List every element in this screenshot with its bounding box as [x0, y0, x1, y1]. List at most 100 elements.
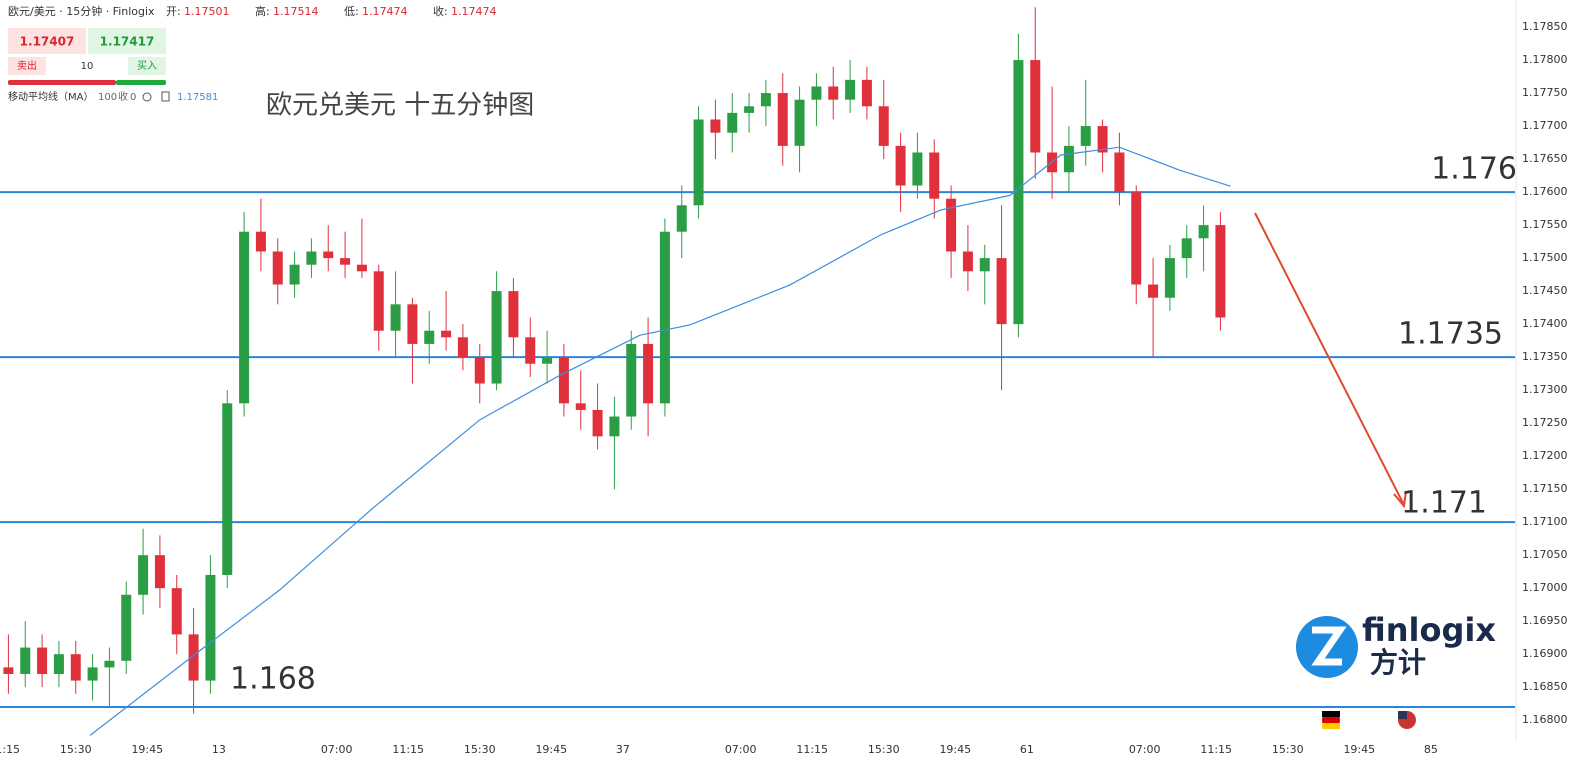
x-tick-label: 11:15	[0, 743, 20, 756]
settings-icon[interactable]	[142, 92, 152, 102]
candle-body	[643, 343, 654, 404]
candle-body	[878, 106, 889, 146]
candle-body	[171, 588, 182, 635]
x-tick-label: 19:45	[1343, 743, 1375, 756]
plot	[0, 7, 1515, 736]
flag-us-canton	[1398, 711, 1407, 719]
candle-body	[356, 264, 367, 272]
candle-body	[1063, 145, 1074, 173]
y-tick-label: 1.17500	[1522, 251, 1568, 264]
x-tick-label: 15:30	[1272, 743, 1304, 756]
y-tick-label: 1.17450	[1522, 284, 1568, 297]
ma-value: 1.17581	[177, 92, 218, 103]
sell-box[interactable]	[8, 28, 86, 54]
candle-body	[676, 205, 687, 232]
delete-icon[interactable]	[161, 91, 170, 102]
x-tick-label: 37	[616, 743, 630, 756]
candle-body	[1114, 152, 1125, 193]
candle-body	[255, 231, 266, 252]
ohlc-label: 高:	[255, 4, 270, 18]
arrow	[1254, 212, 1404, 504]
candle-body	[979, 258, 990, 272]
ohlc-value: 1.17474	[362, 5, 408, 18]
arrow-head	[1393, 490, 1407, 509]
candle-body	[525, 337, 536, 364]
buy-button[interactable]	[128, 57, 166, 75]
quantity[interactable]: 10	[81, 61, 94, 72]
candle-body	[37, 647, 48, 674]
candle-body	[424, 330, 435, 344]
x-tick-label: 11:15	[796, 743, 828, 756]
x-tick-label: 07:00	[1129, 743, 1161, 756]
candle-body	[474, 357, 485, 384]
candle-body	[828, 86, 839, 100]
candle-body	[1181, 238, 1192, 259]
sell-bar	[8, 80, 116, 85]
candle-body	[861, 79, 872, 107]
ohlc-value: 1.17474	[451, 5, 497, 18]
candle-body	[289, 264, 300, 285]
buy-price: 1.17417	[100, 35, 155, 49]
candle-body	[20, 647, 31, 674]
candle-body	[845, 79, 856, 100]
x-tick-label: 11:15	[392, 743, 424, 756]
candle-body	[188, 634, 199, 681]
buy-bar	[116, 80, 166, 85]
level-label: 1.168	[230, 661, 316, 696]
candle-body	[1148, 284, 1159, 298]
candle-body	[609, 416, 620, 437]
x-tick-label: 11:15	[1200, 743, 1232, 756]
flag-de-stripe	[1322, 723, 1340, 729]
candle-body	[1164, 258, 1175, 298]
candle-body	[693, 119, 704, 206]
candle-body	[373, 271, 384, 331]
candle-body	[929, 152, 940, 199]
sell-price: 1.17407	[20, 35, 75, 49]
y-tick-label: 1.17800	[1522, 53, 1568, 66]
y-tick-label: 1.17750	[1522, 86, 1568, 99]
x-tick-label: 85	[1424, 743, 1438, 756]
candle-body	[912, 152, 923, 186]
candle-body	[1097, 126, 1108, 153]
candle-body	[121, 594, 132, 661]
candle-body	[592, 409, 603, 437]
candle-body	[390, 304, 401, 331]
candle-body	[626, 343, 637, 417]
symbol: 欧元/美元 · 15分钟 · Finlogix	[8, 4, 155, 18]
candle-body	[441, 330, 452, 338]
ma-name: 移动平均线（MA）	[8, 90, 93, 103]
ohlc-label: 开:	[166, 5, 181, 18]
candle-body	[457, 337, 468, 358]
candle-body	[558, 357, 569, 404]
sell-button[interactable]	[8, 57, 46, 75]
ohlc-value: 1.17501	[184, 5, 230, 18]
candle-body	[794, 99, 805, 146]
y-tick-label: 1.16800	[1522, 713, 1568, 726]
logo-brand-cn: 方计	[1370, 646, 1426, 679]
candle-body	[946, 198, 957, 252]
candle-body	[1013, 60, 1024, 325]
y-tick-label: 1.17100	[1522, 515, 1568, 528]
candle-body	[3, 667, 14, 674]
candle-body	[1030, 60, 1041, 153]
candle-body	[895, 145, 906, 186]
candle-body	[1131, 192, 1142, 285]
ohlc: 开: 1.17501 高: 1.17514 低: 1.17474 收: 1.17474	[166, 4, 497, 18]
candle-body	[1198, 225, 1209, 239]
candle-body	[53, 654, 64, 674]
logo-brand: finlogix	[1362, 611, 1496, 649]
x-tick-label: 07:00	[321, 743, 353, 756]
candle-body	[306, 251, 317, 265]
level-label: 1.1735	[1398, 317, 1503, 352]
candle-body	[811, 86, 822, 100]
buy-box[interactable]	[88, 28, 166, 54]
y-tick-label: 1.17850	[1522, 20, 1568, 33]
y-tick-label: 1.17300	[1522, 383, 1568, 396]
x-tick-label: 13	[212, 743, 226, 756]
candle-body	[222, 403, 233, 575]
x-tick-label: 61	[1020, 743, 1034, 756]
y-tick-label: 1.16850	[1522, 680, 1568, 693]
ohlc-value: 1.17514	[273, 5, 319, 18]
y-tick-label: 1.17550	[1522, 218, 1568, 231]
